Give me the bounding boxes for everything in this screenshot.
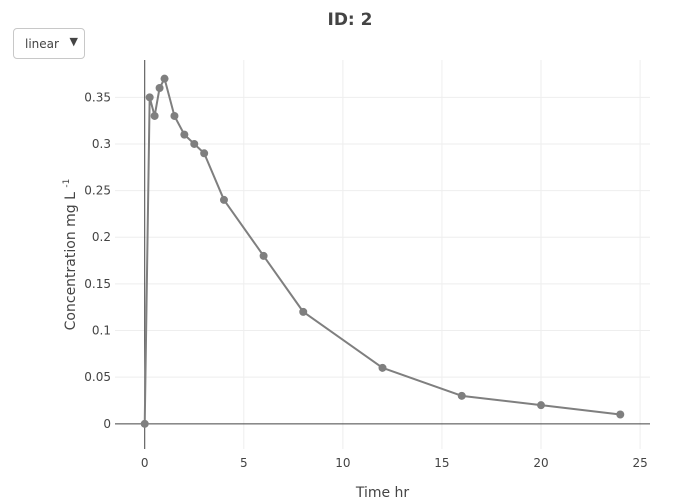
data-point[interactable] (200, 149, 209, 158)
y-tick-label: 0.35 (84, 90, 111, 104)
data-point[interactable] (155, 83, 164, 92)
data-point[interactable] (160, 74, 169, 83)
x-tick-label: 0 (141, 456, 149, 470)
y-tick-label: 0.2 (92, 230, 111, 244)
data-point[interactable] (616, 410, 625, 419)
data-point[interactable] (145, 93, 154, 102)
data-point[interactable] (190, 139, 199, 148)
data-point[interactable] (378, 363, 387, 372)
series-layer (140, 74, 625, 428)
grid-layer (115, 60, 650, 449)
data-point[interactable] (259, 251, 268, 260)
y-axis-title-main: Concentration mg L (63, 192, 79, 330)
data-point[interactable] (180, 130, 189, 139)
scale-dropdown[interactable]: linear ▼ (13, 28, 85, 59)
data-point[interactable] (140, 419, 149, 428)
x-axis-title: Time hr (355, 485, 410, 500)
x-tick-label: 5 (240, 456, 248, 470)
y-tick-label: 0.25 (84, 184, 111, 198)
data-point[interactable] (170, 111, 179, 120)
dropdown-triangle-icon: ▼ (69, 35, 78, 48)
scale-dropdown-label: linear (25, 37, 59, 51)
y-axis-title: Concentration mg L -1 (62, 179, 79, 331)
y-tick-label: 0.1 (92, 324, 111, 338)
x-tick-label: 20 (533, 456, 548, 470)
y-axis-title-superscript: -1 (62, 179, 72, 188)
series-line (143, 77, 621, 424)
data-point[interactable] (537, 401, 546, 410)
tick-layer: 0 5 10 15 20 25 0 0.05 0.1 0.15 0.2 0.25 0.3 0.35 (84, 90, 647, 470)
x-tick-label: 25 (632, 456, 647, 470)
x-tick-label: 15 (434, 456, 449, 470)
chart-title: ID: 2 (327, 10, 373, 30)
y-tick-label: 0.15 (84, 277, 111, 291)
data-point[interactable] (150, 111, 159, 120)
y-tick-label: 0.3 (92, 137, 111, 151)
data-point[interactable] (219, 195, 228, 204)
data-point[interactable] (299, 307, 308, 316)
axis-layer (115, 60, 650, 449)
y-tick-label: 0.05 (84, 370, 111, 384)
data-point[interactable] (457, 391, 466, 400)
x-tick-label: 10 (335, 456, 350, 470)
y-tick-label: 0 (103, 417, 111, 431)
